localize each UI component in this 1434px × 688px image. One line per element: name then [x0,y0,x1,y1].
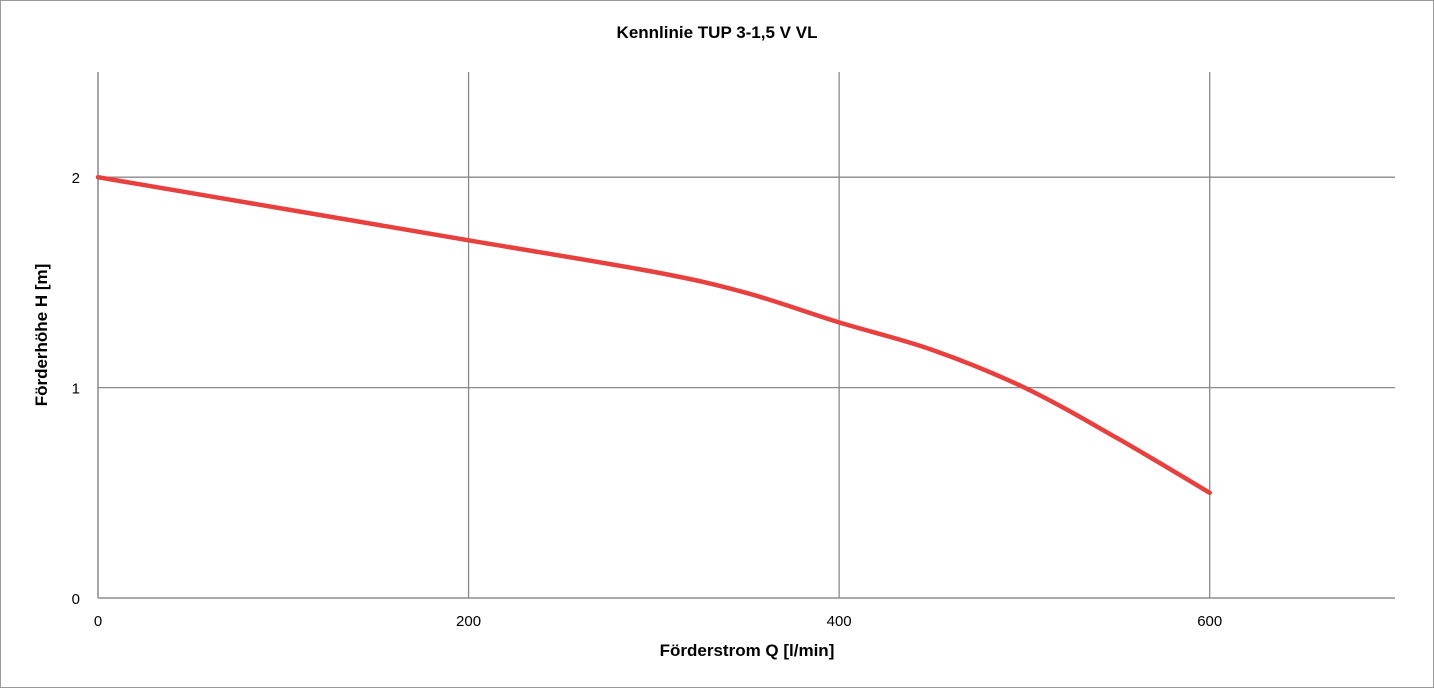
x-axis-label: Förderstrom Q [l/min] [660,641,835,660]
y-tick-label: 1 [72,381,80,398]
tick-labels: 0 200 400 600 0 1 2 [72,170,1223,630]
chart-title: Kennlinie TUP 3-1,5 V VL [617,23,818,42]
y-axis-label: Förderhöhe H [m] [32,264,51,407]
x-tick-label: 0 [94,613,102,630]
series-layer [95,174,1212,496]
y-tick-label: 2 [72,170,80,187]
grid [97,72,1395,599]
series-line [95,174,1212,496]
x-tick-label: 600 [1197,613,1222,630]
x-tick-label: 200 [456,613,481,630]
x-tick-label: 400 [827,613,852,630]
y-tick-label: 0 [72,591,80,608]
